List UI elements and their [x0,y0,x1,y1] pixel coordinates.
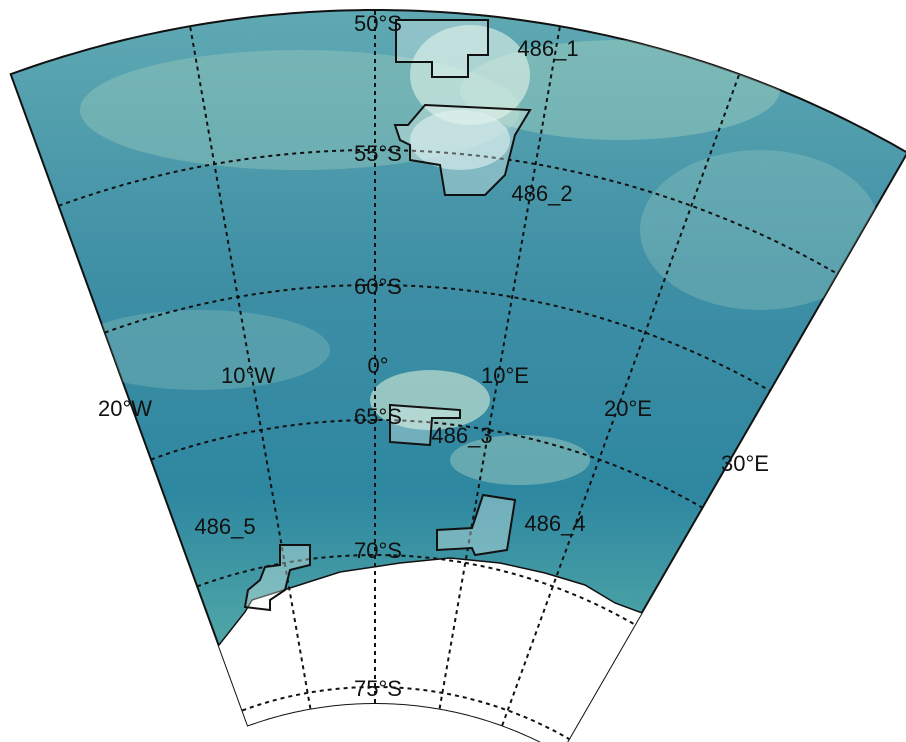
lat-label: 70°S [354,538,402,563]
region-486-2 [393,103,532,196]
meridian [501,73,741,726]
parallel [58,149,838,275]
meridian [438,26,561,709]
lat-label: 50°S [354,11,402,36]
region-486-5 [243,544,311,612]
graticule [58,10,838,740]
lon-label: 20°W [98,396,152,421]
lon-label: 0° [367,353,388,378]
lon-label: 30°E [721,451,769,476]
region-486-3 [389,403,461,447]
lat-label: 60°S [354,274,402,299]
region-label: 486_4 [524,511,585,536]
parallel [241,686,570,740]
lon-label: 10°W [221,363,275,388]
parallel [104,284,771,392]
region-486-1 [395,19,489,78]
meridian [189,26,312,709]
region-label: 486_2 [511,181,572,206]
lat-label: 75°S [354,676,402,701]
region-486-4 [436,493,517,557]
region-label: 486_3 [431,423,492,448]
lat-label: 55°S [354,141,402,166]
region-label: 486_1 [517,36,578,61]
lat-label: 65°S [354,404,402,429]
lon-label: 20°E [604,396,652,421]
lon-label: 10°E [481,363,529,388]
region-label: 486_5 [194,514,255,539]
